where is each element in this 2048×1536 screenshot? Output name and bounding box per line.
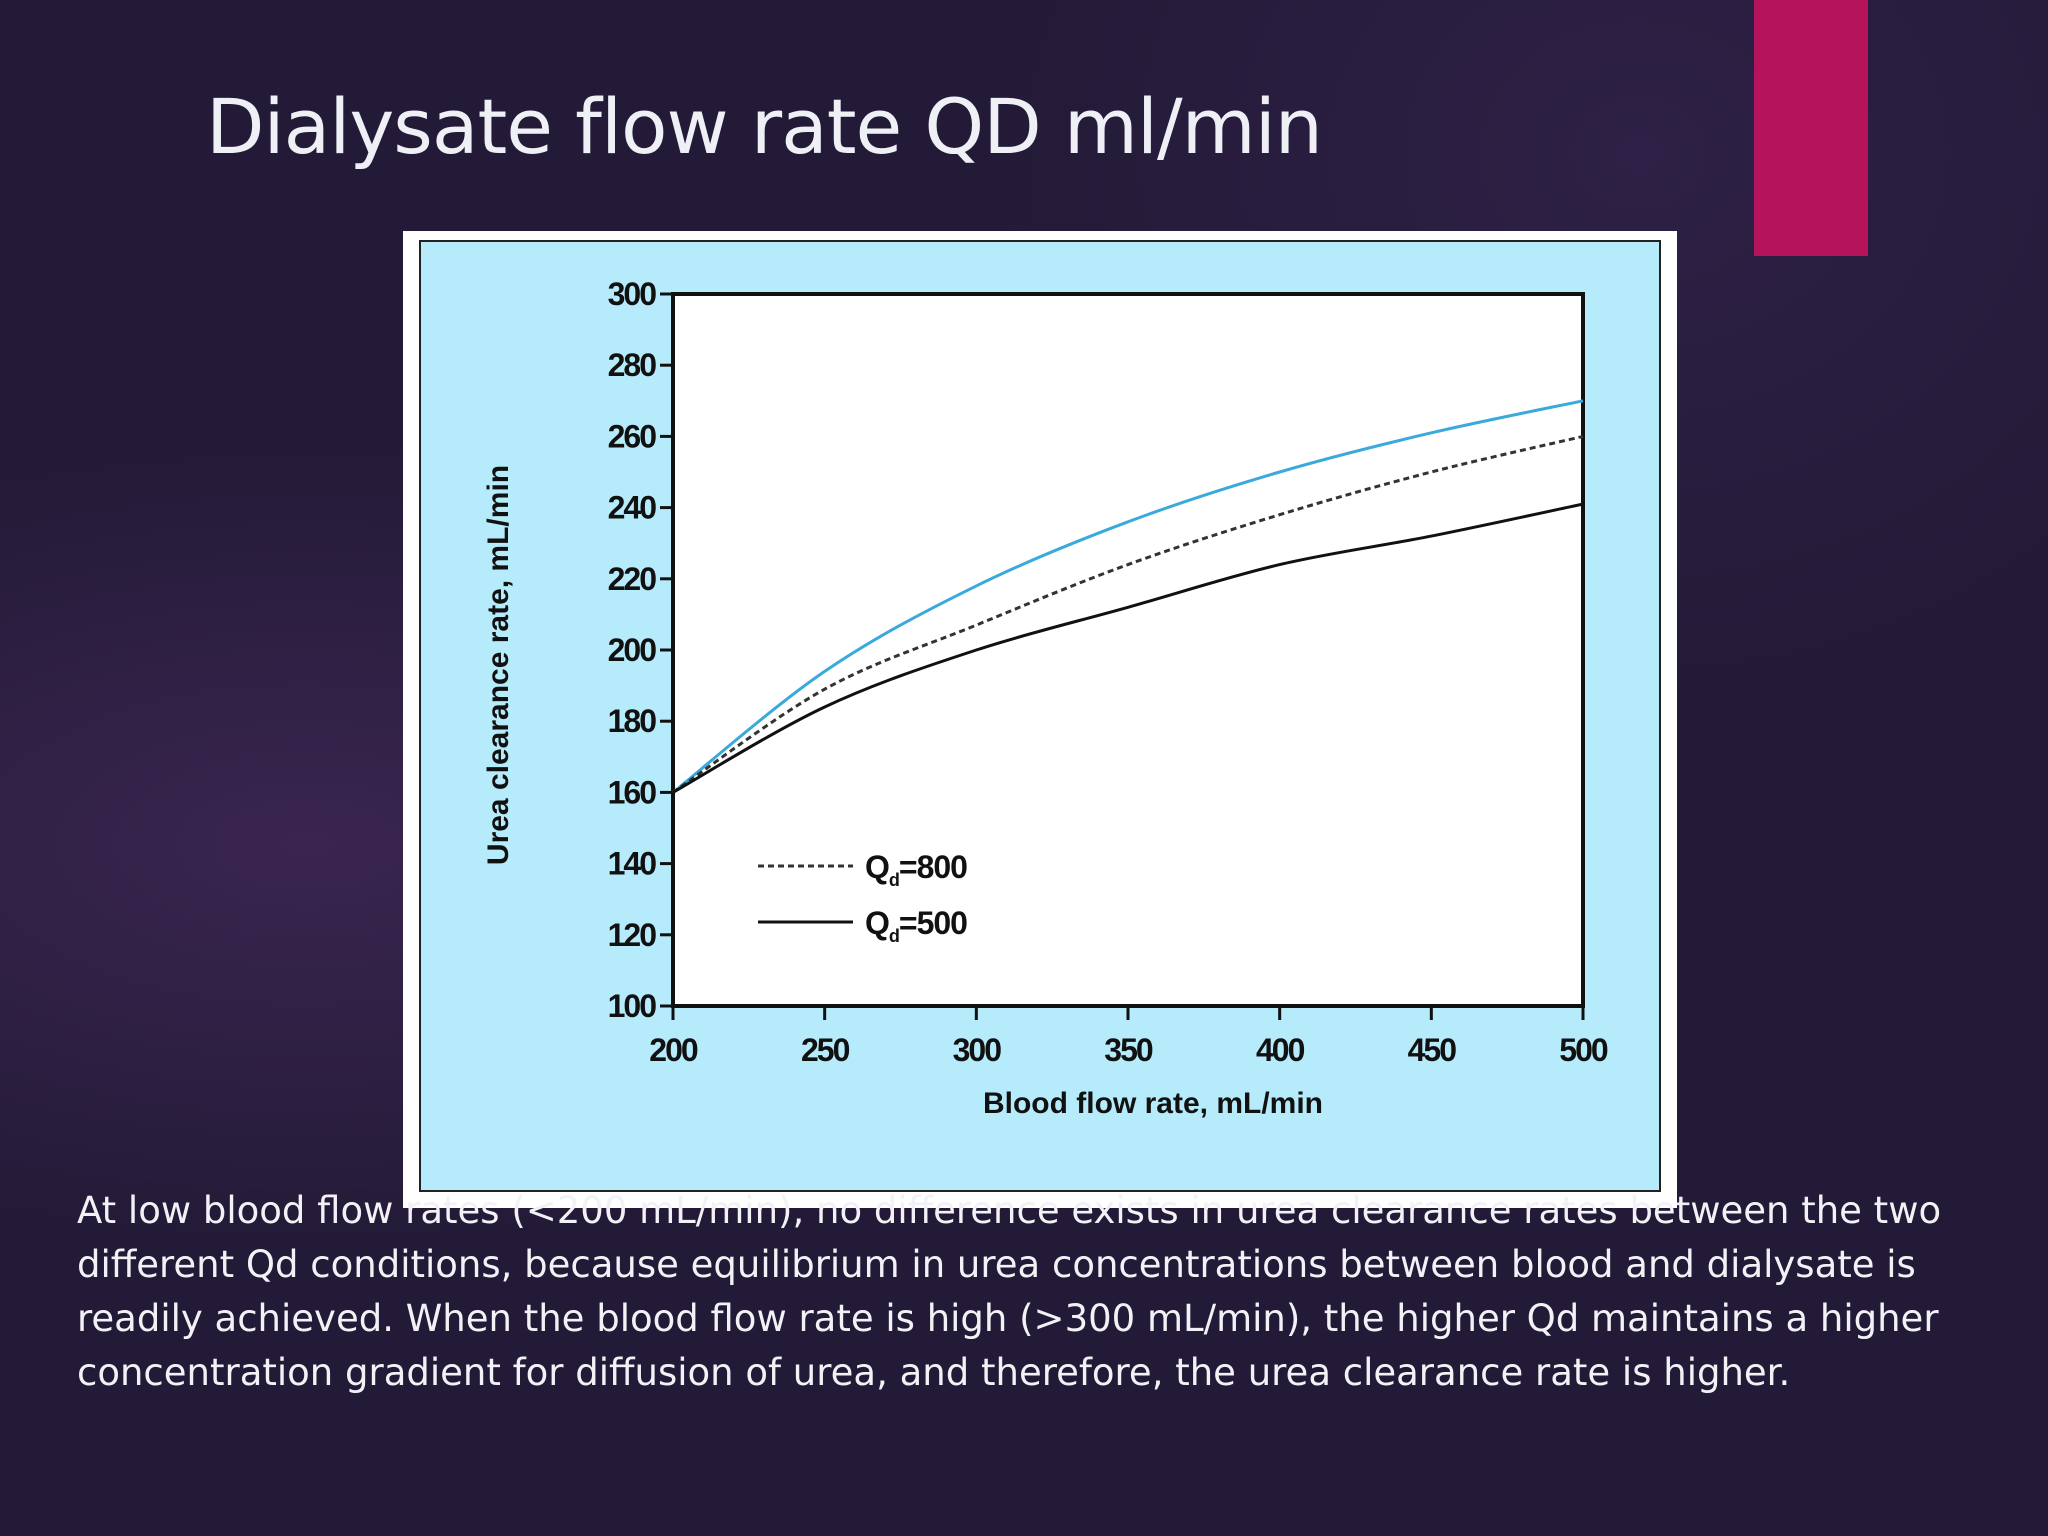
series-line-qd-800	[672, 434, 1584, 794]
x-tick-label: 350	[1104, 1032, 1153, 1068]
accent-bar	[1754, 0, 1868, 256]
y-tick-label: 140	[608, 846, 657, 882]
x-tick-label: 500	[1559, 1032, 1608, 1068]
legend-label: Qd=500	[865, 905, 967, 946]
slide-caption: At low blood flow rates (<200 mL/min), n…	[77, 1189, 1942, 1394]
y-tick-label: 200	[608, 632, 657, 668]
plot-area	[671, 292, 1585, 1008]
y-tick-label: 160	[608, 774, 657, 810]
chart-figure: 100 120 140 160 180 200 220 240 260 280 300 200 250 3…	[403, 231, 1677, 1208]
y-tick-label: 300	[608, 276, 657, 312]
line-chart: 100 120 140 160 180 200 220 240 260 280 300 200 250 3…	[419, 240, 1661, 1192]
slide-title: Dialysate flow rate QD ml/min	[206, 82, 1323, 171]
x-tick-label: 250	[801, 1032, 850, 1068]
y-tick-label: 260	[608, 418, 657, 454]
x-tick-label: 450	[1408, 1032, 1457, 1068]
x-tick-label: 200	[649, 1032, 698, 1068]
series-line-qd-500	[672, 502, 1584, 794]
y-tick-label: 220	[608, 561, 657, 597]
y-tick-label: 120	[608, 917, 657, 953]
x-tick-label: 300	[953, 1032, 1002, 1068]
y-tick-label: 240	[608, 490, 657, 526]
x-tick-label: 400	[1256, 1032, 1305, 1068]
y-tick-label: 180	[608, 703, 657, 739]
legend-label: Qd=800	[865, 849, 967, 890]
y-tick-label: 100	[608, 988, 657, 1024]
y-tick-label: 280	[608, 347, 657, 383]
x-axis-label: Blood flow rate, mL/min	[983, 1087, 1323, 1120]
y-axis-label: Urea clearance rate, mL/min	[482, 465, 515, 865]
series-line-upper	[672, 399, 1584, 794]
